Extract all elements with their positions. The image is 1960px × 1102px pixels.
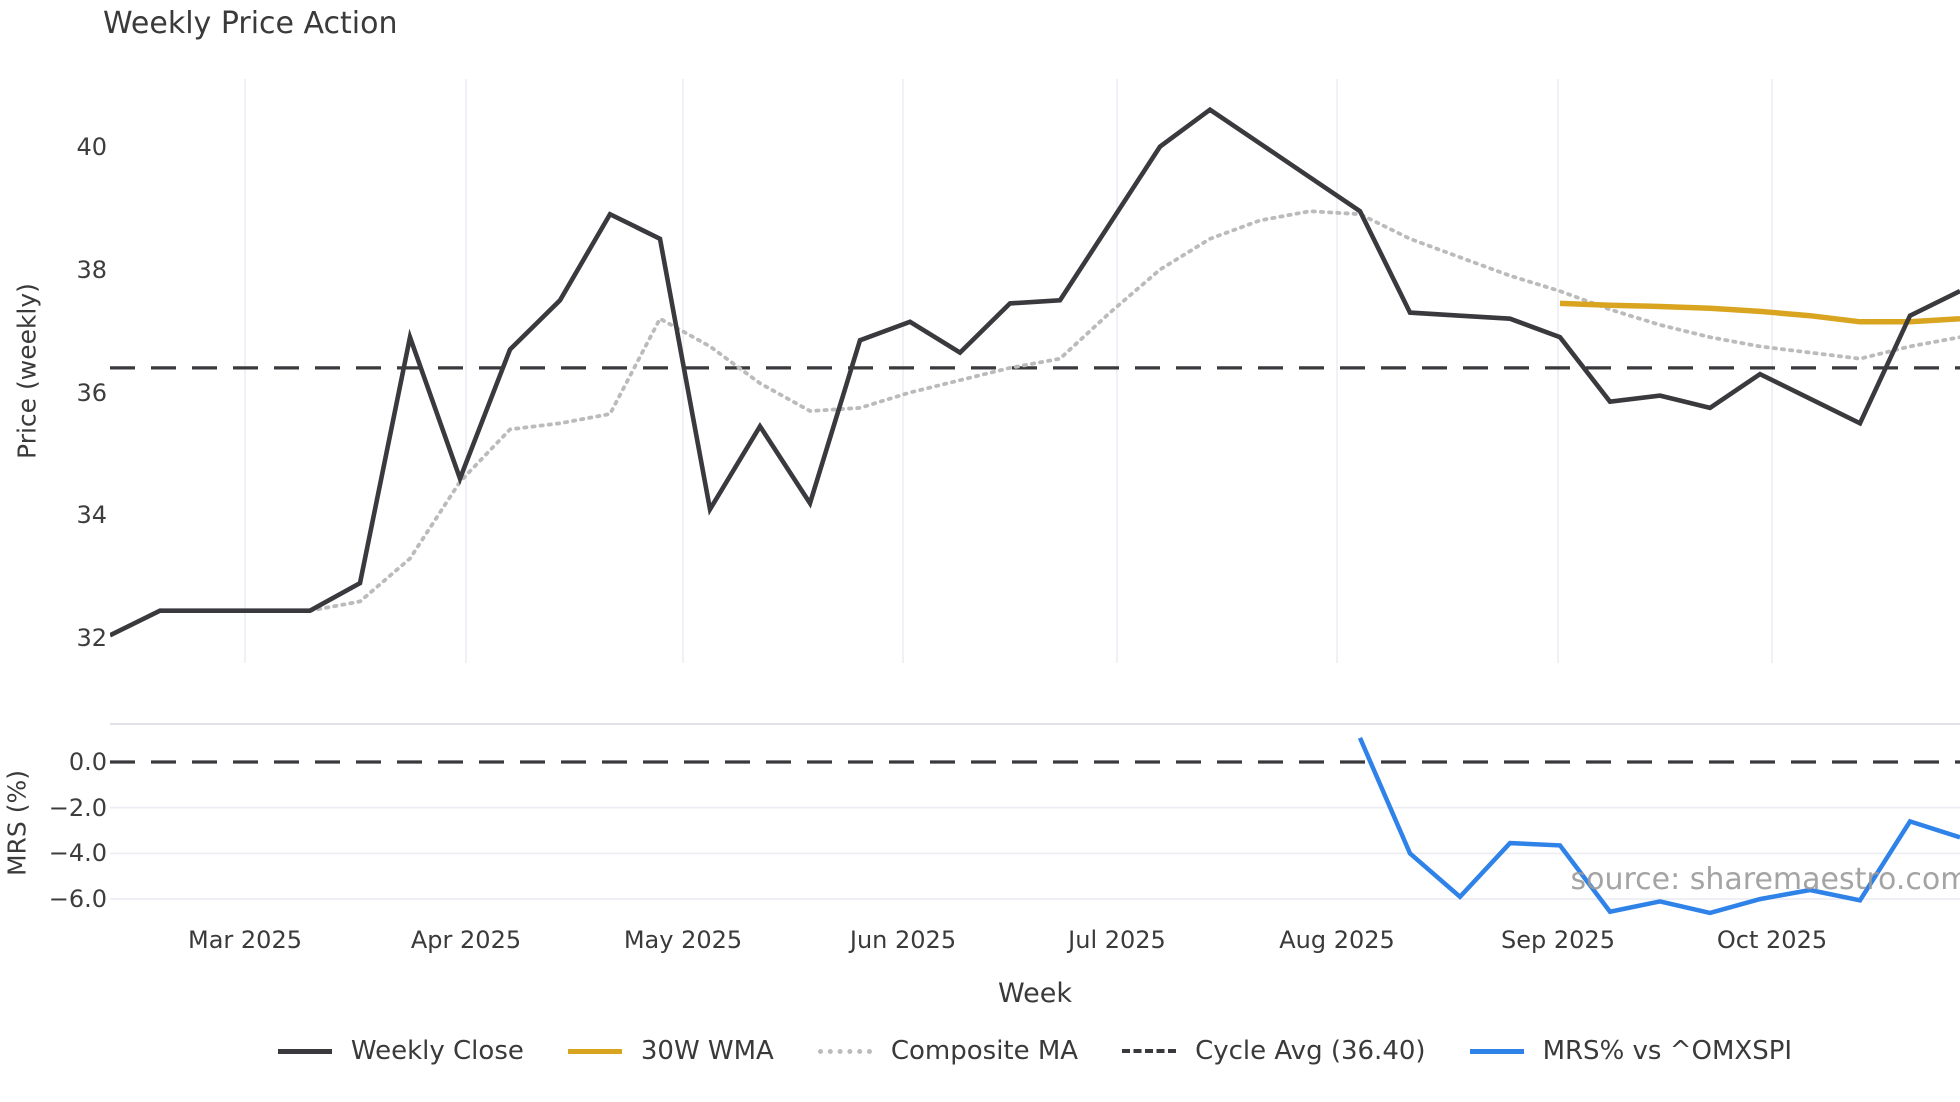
price-tick-36: 36 xyxy=(76,378,107,407)
price-tick-38: 38 xyxy=(76,255,107,284)
x-tick-oct-2025: Oct 2025 xyxy=(1716,926,1828,954)
x-axis-label: Week xyxy=(998,978,1072,1009)
legend-swatch-icon xyxy=(817,1048,872,1054)
legend-swatch-icon xyxy=(277,1048,332,1054)
legend-swatch-icon xyxy=(1122,1049,1177,1053)
legend-item-composite-ma: Composite MA xyxy=(817,1036,1079,1066)
x-tick-jun-2025: Jun 2025 xyxy=(849,926,957,954)
x-tick-sep-2025: Sep 2025 xyxy=(1501,926,1615,954)
price-tick-40: 40 xyxy=(76,132,107,161)
legend-item-cycle-avg-36-40-: Cycle Avg (36.40) xyxy=(1122,1036,1426,1066)
legend-swatch-icon xyxy=(567,1048,622,1054)
price-axis-label: Price (weekly) xyxy=(12,283,42,459)
legend-item-weekly-close: Weekly Close xyxy=(277,1036,524,1066)
x-tick-may-2025: May 2025 xyxy=(623,926,743,954)
legend: Weekly Close 30W WMA Composite MA Cycle Avg… xyxy=(110,1036,1960,1066)
price-tick-34: 34 xyxy=(76,501,107,530)
source-watermark: source: sharemaestro.com xyxy=(1570,862,1960,897)
chart-title: Weekly Price Action xyxy=(103,6,398,41)
x-tick-jul-2025: Jul 2025 xyxy=(1068,926,1166,954)
mrs-tick--4: −4.0 xyxy=(48,839,107,868)
legend-label: Composite MA xyxy=(890,1036,1079,1066)
legend-swatch-icon xyxy=(1469,1048,1524,1054)
legend-label: 30W WMA xyxy=(640,1036,774,1066)
mrs-tick-0: 0.0 xyxy=(68,747,107,776)
legend-item-30w-wma: 30W WMA xyxy=(567,1036,774,1066)
mrs-tick--6: −6.0 xyxy=(48,885,107,914)
legend-label: Cycle Avg (36.40) xyxy=(1195,1036,1426,1066)
legend-label: MRS% vs ^OMXSPI xyxy=(1542,1036,1793,1066)
x-tick-apr-2025: Apr 2025 xyxy=(410,926,522,954)
mrs-axis-label: MRS (%) xyxy=(2,769,32,877)
x-tick-mar-2025: Mar 2025 xyxy=(188,926,302,954)
legend-label: Weekly Close xyxy=(350,1036,524,1066)
x-tick-aug-2025: Aug 2025 xyxy=(1279,926,1395,954)
mrs-tick--2: −2.0 xyxy=(48,793,107,822)
legend-item-mrs-vs-omxspi: MRS% vs ^OMXSPI xyxy=(1469,1036,1793,1066)
price-tick-32: 32 xyxy=(76,624,107,653)
